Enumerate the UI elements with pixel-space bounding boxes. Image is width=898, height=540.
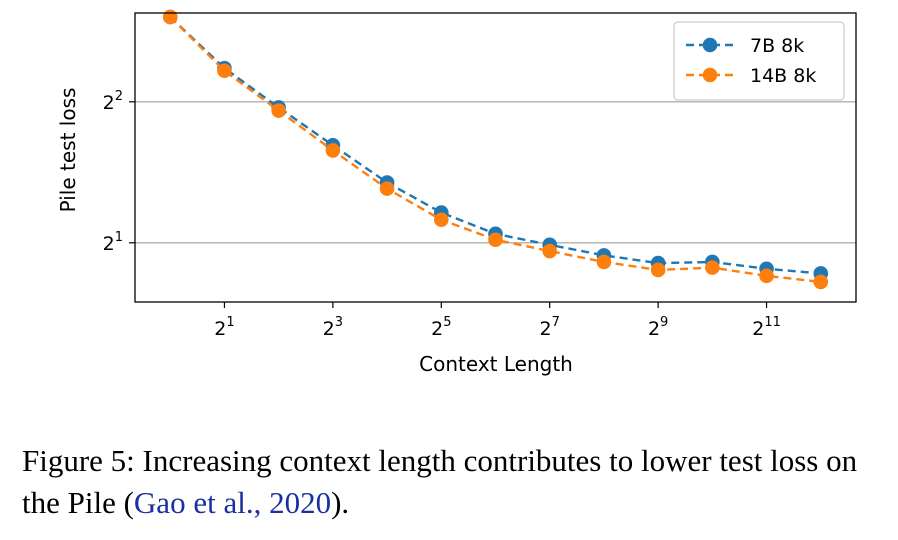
x-axis-label: Context Length [419,352,573,376]
data-point [542,243,558,259]
y-tick-label: 21 [103,230,123,255]
data-point [650,262,666,278]
x-tick-label: 25 [431,315,451,340]
y-tick-label: 22 [103,89,123,114]
tick-layer: 21 22 21 23 25 27 29 211 [103,89,781,340]
data-point [162,9,178,25]
data-point [705,260,720,275]
legend-marker [702,37,718,53]
figure-caption: Figure 5: Increasing context length cont… [22,440,882,524]
data-point [488,232,503,248]
legend-box [673,21,845,101]
data-point [596,254,612,270]
data-point [217,63,232,79]
series-layer [162,9,829,290]
x-tick-label: 29 [648,315,668,340]
plot-frame [134,12,857,303]
caption-end: ). [331,485,350,520]
caption-text: Figure 5: Increasing context length cont… [22,443,858,520]
x-tick-label: 211 [752,315,781,340]
legend-label: 14B 8k [750,65,816,87]
series-14b-8k [162,9,829,290]
legend-label: 7B 8k [750,35,804,57]
data-point [813,274,829,290]
x-tick-label: 21 [214,315,234,340]
legend-marker [702,67,718,83]
legend: 7B 8k 14B 8k [673,21,845,101]
data-point [325,143,341,158]
y-axis-label: Pile test loss [56,88,80,213]
data-point [379,181,395,196]
x-tick-label: 27 [540,315,560,340]
x-tick-label: 23 [323,315,343,340]
grid-layer [135,101,856,244]
chart: 21 22 21 23 25 27 29 211 Context Length Pile te… [56,9,857,376]
data-point [433,212,449,228]
data-point [759,268,774,284]
citation-link[interactable]: Gao et al., 2020 [133,485,332,520]
data-point [271,103,286,118]
